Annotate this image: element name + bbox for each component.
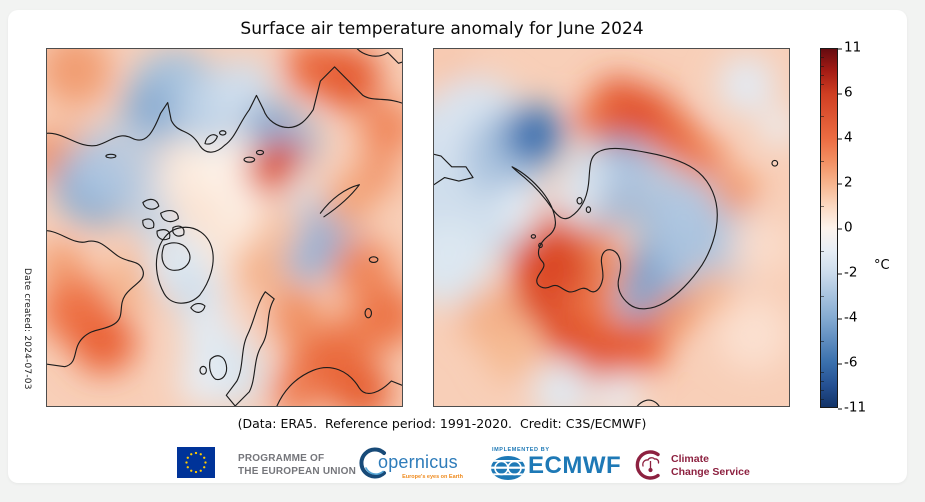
lake-siberia-1 — [368, 256, 379, 264]
map-antarctic — [433, 48, 790, 407]
island-arctic-archipelago-5 — [172, 225, 185, 237]
ecmwf-wordmark: ECMWF — [528, 452, 622, 479]
eu-flag-stars — [185, 451, 207, 474]
colorbar-tick-label: -4 — [837, 309, 858, 326]
eu-flag-icon — [177, 447, 215, 478]
island-severnaya-2 — [255, 149, 265, 156]
island-antarctic-3 — [585, 206, 592, 214]
eu-programme-line1: PROGRAMME OF — [238, 453, 325, 464]
island-baffin — [161, 242, 191, 271]
colorbar: 11 6 4 2 0 -2 -4 -6 -11 °C — [820, 41, 910, 414]
ecmwf-implemented-by-label: IMPLEMENTED BY — [492, 447, 550, 453]
island-arctic-archipelago-4 — [156, 229, 171, 241]
coastline-siberia-corner — [356, 49, 402, 64]
antarctic-anomaly-field — [434, 49, 789, 406]
coastline-antarctica — [511, 147, 718, 310]
island-bering — [105, 153, 117, 159]
colorbar-minor-tick — [821, 390, 824, 391]
colorbar-gradient — [820, 48, 838, 408]
copernicus-logo: opernicus Europe's eyes on Earth — [357, 444, 477, 490]
colorbar-tick-label: -11 — [837, 399, 867, 416]
colorbar-minor-tick — [821, 250, 824, 252]
island-antarctic-2 — [576, 196, 583, 205]
colorbar-minor-tick — [821, 340, 824, 342]
coastline-baltic-europe — [276, 366, 402, 406]
map-arctic — [46, 48, 403, 407]
figure-caption: (Data: ERA5. Reference period: 1991-2020… — [237, 416, 647, 431]
ecmwf-globe-icon — [491, 456, 525, 480]
island-peninsula-1 — [530, 234, 537, 239]
island-ireland — [199, 365, 207, 375]
colorbar-minor-tick — [821, 115, 824, 117]
ecmwf-logo: IMPLEMENTED BY ECMWF — [490, 447, 630, 487]
eu-flag-logo — [177, 447, 215, 478]
copernicus-swoosh-icon — [359, 447, 386, 479]
coastline-north-america — [47, 230, 144, 368]
island-svalbard-2 — [218, 130, 227, 136]
colorbar-minor-tick — [821, 57, 824, 58]
arctic-map-svg — [47, 49, 402, 406]
figure-card: Surface air temperature anomaly for June… — [8, 10, 907, 483]
island-severnaya-1 — [243, 156, 256, 163]
date-created-note: Date created: 2024-07-03 — [22, 268, 32, 390]
eu-flag-field — [177, 447, 215, 478]
island-peninsula-2 — [538, 242, 543, 249]
climate-change-service-logo: Climate Change Service — [634, 449, 784, 487]
island-antarctic-1 — [771, 159, 779, 167]
c3s-cloud-thermometer-icon — [635, 450, 660, 480]
colorbar-tick-label: 4 — [838, 129, 853, 146]
island-iceland — [190, 303, 206, 313]
colorbar-ticks: 11 6 4 2 0 -2 -4 -6 -11 — [820, 41, 910, 414]
colorbar-minor-tick — [821, 84, 824, 85]
colorbar-minor-tick — [821, 295, 824, 297]
arctic-anomaly-field — [47, 49, 402, 406]
colorbar-tick-label: 0 — [838, 219, 853, 236]
colorbar-minor-tick — [821, 66, 824, 67]
colorbar-unit-label: °C — [874, 258, 890, 273]
c3s-wordmark: Climate Change Service — [671, 453, 750, 478]
eu-programme-line2: THE EUROPEAN UNION — [238, 466, 357, 477]
colorbar-minor-tick — [821, 399, 824, 400]
copernicus-wordmark: opernicus — [378, 452, 458, 472]
coastline-bottom-fragment — [636, 399, 660, 406]
colorbar-minor-tick — [821, 75, 824, 76]
island-arctic-archipelago-3 — [142, 218, 155, 230]
eu-programme-label: PROGRAMME OF THE EUROPEAN UNION — [238, 452, 356, 478]
colorbar-tick-label: 11 — [837, 39, 862, 56]
coastline-eurasia-north — [47, 66, 402, 153]
island-arctic-archipelago-2 — [160, 210, 179, 223]
island-arctic-archipelago-1 — [142, 198, 160, 210]
colorbar-minor-tick — [821, 160, 824, 162]
copernicus-tagline: Europe's eyes on Earth — [402, 474, 463, 480]
figure-title: Surface air temperature anomaly for June… — [240, 19, 644, 39]
island-britain — [209, 355, 228, 381]
colorbar-tick-label: -6 — [837, 354, 858, 371]
arctic-coastlines — [47, 49, 402, 406]
coastline-south-america-tip — [434, 153, 474, 186]
colorbar-minor-tick — [821, 381, 824, 382]
colorbar-tick-label: -2 — [837, 264, 858, 281]
colorbar-minor-tick — [821, 372, 824, 373]
c3s-line1: Climate — [671, 453, 709, 465]
coastline-scandinavia — [225, 291, 275, 406]
lake-siberia-2 — [364, 307, 373, 319]
c3s-line2: Change Service — [671, 465, 750, 478]
colorbar-tick-label: 2 — [838, 174, 853, 191]
colorbar-tick-label: 6 — [838, 84, 853, 101]
coastline-novaya-zemlya — [319, 184, 360, 218]
coastline-greenland — [155, 226, 214, 304]
antarctic-map-svg — [434, 49, 789, 406]
colorbar-minor-tick — [821, 205, 824, 207]
island-svalbard — [204, 134, 218, 145]
antarctic-coastlines — [434, 147, 779, 406]
